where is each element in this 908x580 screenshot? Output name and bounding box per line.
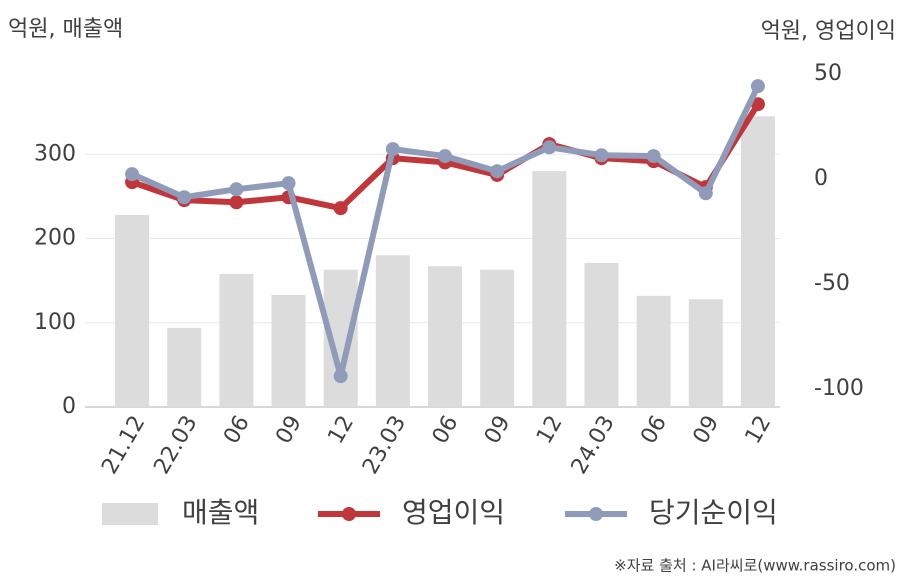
- bar: [375, 255, 410, 407]
- bar: [271, 294, 306, 407]
- point: [594, 148, 609, 163]
- bar: [480, 269, 515, 407]
- legend-label: 영업이익: [402, 496, 505, 529]
- point: [229, 182, 244, 197]
- point: [385, 142, 400, 157]
- x-tick-label: 21.12: [97, 412, 150, 479]
- x-tick-label: 06: [428, 412, 464, 449]
- point: [438, 149, 452, 164]
- y-tick-label: 200: [34, 226, 76, 251]
- x-tick-label: 09: [480, 411, 516, 448]
- bar: [167, 327, 202, 407]
- point: [750, 79, 765, 94]
- point: [333, 369, 348, 384]
- x-tick-label: 12: [323, 412, 359, 449]
- bar: [532, 171, 567, 407]
- bar: [428, 266, 462, 407]
- source-note: ※자료 출처 : AI라씨로(www.rassiro.com): [614, 557, 896, 575]
- bar: [219, 273, 254, 407]
- legend-swatch: [102, 503, 158, 525]
- y2-tick-label: 50: [814, 61, 842, 86]
- x-tick-label: 22.03: [149, 412, 202, 479]
- x-tick-label: 24.03: [567, 412, 620, 479]
- x-tick-label: 06: [636, 412, 672, 449]
- y2-tick-label: -100: [814, 376, 864, 401]
- legend-swatch-dot: [589, 507, 603, 521]
- x-tick-label: 06: [219, 412, 255, 449]
- bar: [740, 116, 775, 408]
- point: [229, 195, 244, 210]
- bar: [115, 214, 150, 407]
- x-tick-label: 12: [532, 412, 568, 449]
- point: [698, 186, 713, 201]
- legend-label: 당기순이익: [649, 496, 778, 529]
- y-tick-label: 0: [62, 394, 76, 419]
- point: [125, 167, 140, 182]
- point: [646, 149, 661, 164]
- x-tick-label: 09: [271, 412, 307, 449]
- bar: [688, 299, 723, 407]
- point: [750, 97, 765, 112]
- point: [281, 176, 296, 191]
- y-axis-title: 억원, 매출액: [8, 17, 123, 42]
- legend-swatch-dot: [342, 507, 356, 521]
- x-tick-label: 23.03: [358, 412, 411, 479]
- y-tick-label: 300: [34, 141, 76, 166]
- legend-label: 매출액: [182, 496, 259, 529]
- point: [542, 140, 557, 155]
- x-tick-label: 09: [689, 412, 725, 449]
- bar: [584, 262, 619, 407]
- x-tick-label: 12: [741, 412, 777, 449]
- y2-tick-label: 0: [814, 166, 828, 191]
- y-tick-label: 100: [34, 310, 76, 335]
- bar: [636, 295, 671, 407]
- point: [490, 164, 505, 179]
- point: [333, 201, 348, 216]
- point: [177, 190, 192, 205]
- y2-axis-title: 억원, 영업이익: [761, 19, 896, 44]
- y2-tick-label: -50: [814, 271, 850, 296]
